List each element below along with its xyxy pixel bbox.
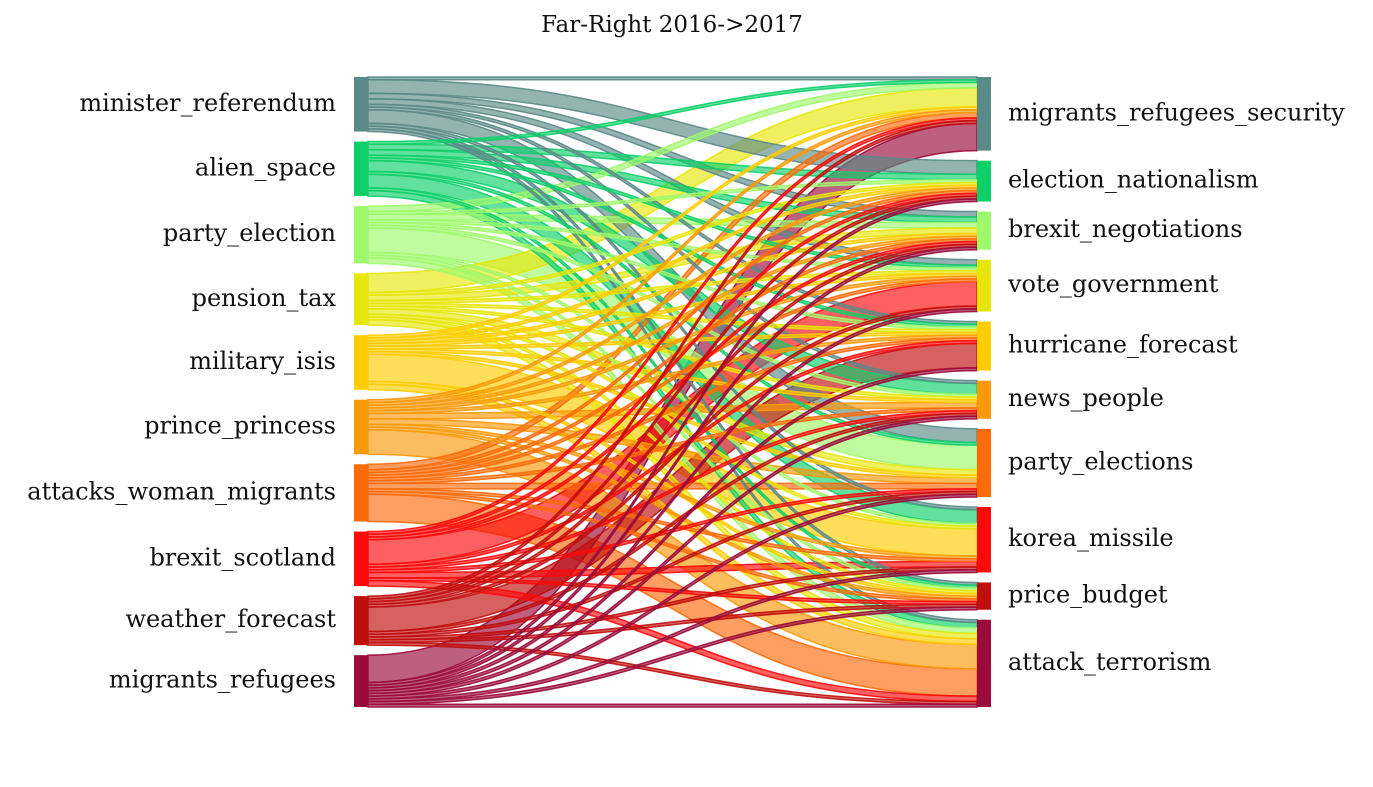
source-node-weather-forecast bbox=[354, 596, 368, 646]
source-label-military-isis: military_isis bbox=[189, 347, 336, 375]
source-node-party-election bbox=[354, 206, 368, 264]
target-label-brexit-negotiations: brexit_negotiations bbox=[1008, 215, 1243, 243]
target-node-news-people bbox=[977, 380, 991, 419]
flow-migrants-refugees-to-attack-terrorism bbox=[367, 703, 978, 708]
target-label-news-people: news_people bbox=[1008, 384, 1164, 412]
target-node-migrants-refugees-security bbox=[977, 77, 991, 151]
source-label-prince-princess: prince_princess bbox=[144, 412, 336, 440]
source-node-pension-tax bbox=[354, 273, 368, 326]
target-label-attack-terrorism: attack_terrorism bbox=[1008, 648, 1212, 676]
target-label-price-budget: price_budget bbox=[1008, 581, 1168, 609]
flow-minister-referendum-to-migrants-refugees-security bbox=[367, 76, 978, 81]
target-node-price-budget bbox=[977, 582, 991, 610]
source-node-military-isis bbox=[354, 335, 368, 390]
flow-layer bbox=[367, 76, 978, 708]
target-label-hurricane-forecast: hurricane_forecast bbox=[1008, 331, 1238, 359]
target-node-hurricane-forecast bbox=[977, 321, 991, 371]
target-node-vote-government bbox=[977, 259, 991, 312]
target-node-korea-missile bbox=[977, 507, 991, 573]
source-node-brexit-scotland bbox=[354, 531, 368, 587]
source-label-minister-referendum: minister_referendum bbox=[79, 89, 336, 117]
target-label-migrants-refugees-security: migrants_refugees_security bbox=[1008, 98, 1345, 126]
source-node-attacks-woman-migrants bbox=[354, 464, 368, 522]
target-label-party-elections: party_elections bbox=[1008, 447, 1193, 475]
target-label-election-nationalism: election_nationalism bbox=[1008, 166, 1259, 194]
source-label-brexit-scotland: brexit_scotland bbox=[149, 543, 336, 571]
source-label-alien-space: alien_space bbox=[195, 153, 336, 181]
source-label-attacks-woman-migrants: attacks_woman_migrants bbox=[27, 477, 336, 505]
source-node-alien-space bbox=[354, 141, 368, 197]
target-node-attack-terrorism bbox=[977, 619, 991, 707]
source-label-party-election: party_election bbox=[163, 219, 336, 247]
label-layer: minister_referendum alien_space party_elec… bbox=[27, 89, 1345, 694]
target-node-brexit-negotiations bbox=[977, 211, 991, 250]
target-label-korea-missile: korea_missile bbox=[1008, 524, 1174, 552]
source-node-minister-referendum bbox=[354, 77, 368, 132]
target-node-party-elections bbox=[977, 428, 991, 497]
source-node-migrants-refugees bbox=[354, 655, 368, 707]
source-label-migrants-refugees: migrants_refugees bbox=[109, 666, 336, 694]
chart-title: Far-Right 2016->2017 bbox=[541, 12, 803, 38]
source-label-pension-tax: pension_tax bbox=[192, 284, 337, 312]
flow-migrants-refugees-to-korea-missile bbox=[367, 568, 978, 703]
source-label-weather-forecast: weather_forecast bbox=[125, 605, 336, 633]
target-label-vote-government: vote_government bbox=[1007, 270, 1219, 298]
node-layer bbox=[354, 77, 991, 707]
target-node-election-nationalism bbox=[977, 160, 991, 202]
source-node-prince-princess bbox=[354, 399, 368, 455]
